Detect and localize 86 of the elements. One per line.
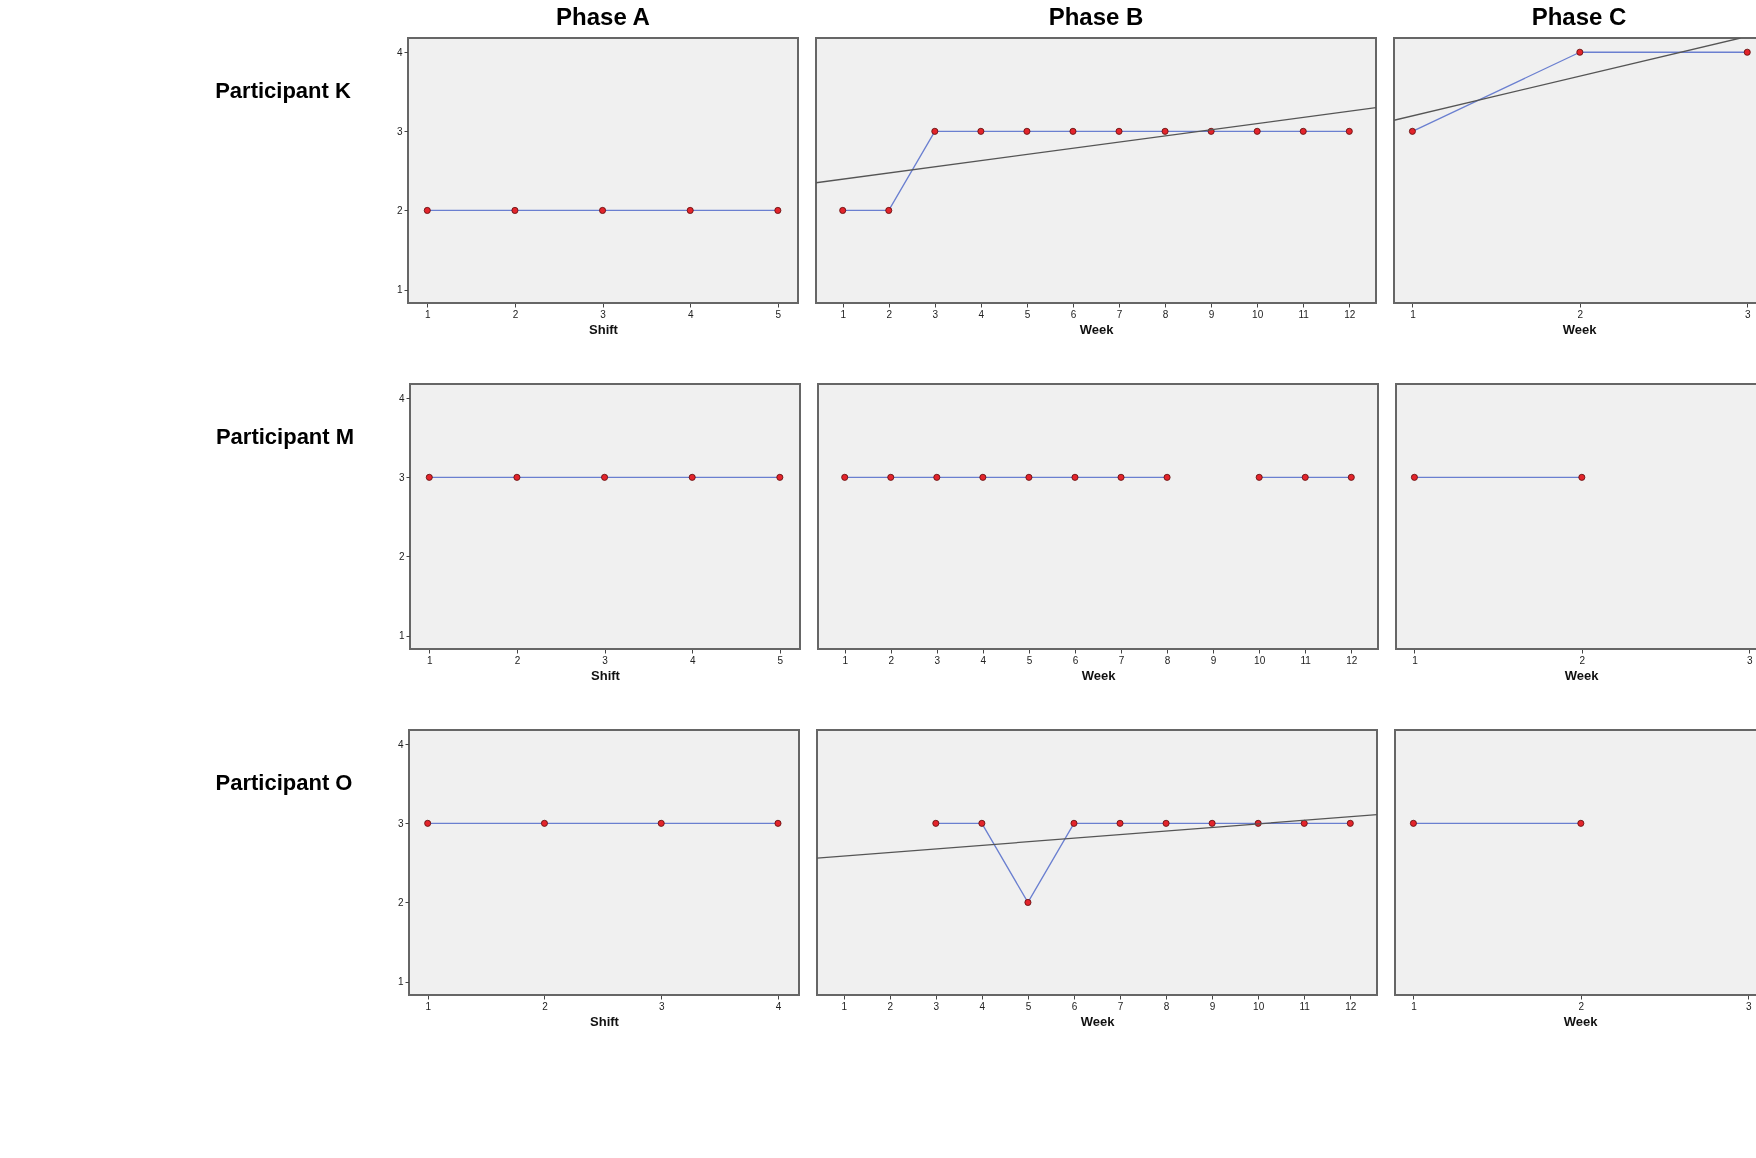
x-tick-label: 12 (1346, 654, 1358, 666)
x-tick-label: 4 (978, 308, 985, 320)
y-tick-label: 4 (396, 46, 403, 58)
x-tick-label: 1 (425, 1000, 432, 1012)
x-tick-label: 8 (1164, 654, 1171, 666)
x-tick-label: 1 (842, 654, 849, 666)
x-axis-title: Week (1079, 321, 1115, 337)
x-tick-label: 3 (1745, 1000, 1752, 1012)
x-tick-label: 2 (887, 1000, 894, 1012)
x-tick-label: 1 (841, 1000, 848, 1012)
y-tick-label: 1 (396, 284, 403, 296)
x-tick-label: 6 (1070, 308, 1077, 320)
x-tick-label: 3 (658, 1000, 665, 1012)
x-tick-label: 1 (425, 308, 431, 320)
y-tick-label: 3 (397, 817, 404, 829)
x-tick-label: 4 (980, 654, 987, 666)
y-tick-label: 1 (397, 976, 404, 988)
x-tick-label: 7 (1116, 308, 1123, 320)
x-axis-title: Shift (591, 667, 621, 683)
x-tick-label: 3 (932, 308, 939, 320)
x-tick-label: 3 (934, 654, 941, 666)
y-tick-label: 2 (397, 896, 404, 908)
y-tick-label: 3 (398, 471, 405, 483)
x-axis-title: Week (1562, 321, 1598, 337)
x-tick-label: 4 (689, 654, 696, 666)
x-tick-label: 11 (1300, 654, 1312, 666)
x-tick-label: 5 (1024, 308, 1031, 320)
x-tick-label: 3 (933, 1000, 940, 1012)
x-tick-label: 3 (602, 654, 609, 666)
x-tick-label: 2 (512, 308, 519, 320)
x-tick-label: 12 (1344, 308, 1356, 320)
text: Participant K (215, 78, 351, 103)
x-axis-title: Shift (590, 1013, 620, 1029)
x-tick-label: 10 (1254, 654, 1266, 666)
x-tick-label: 2 (1577, 308, 1584, 320)
x-tick-label: 8 (1162, 308, 1169, 320)
x-tick-label: 1 (427, 654, 433, 666)
x-tick-label: 10 (1253, 1000, 1265, 1012)
x-tick-label: 1 (1412, 654, 1419, 666)
y-tick-label: 4 (398, 392, 405, 404)
x-tick-label: 12 (1345, 1000, 1357, 1012)
x-tick-label: 4 (687, 308, 694, 320)
x-tick-label: 2 (1579, 654, 1586, 666)
y-tick-label: 4 (397, 738, 404, 750)
x-tick-label: 7 (1118, 654, 1125, 666)
y-tick-label: 2 (396, 204, 403, 216)
y-tick-label: 2 (398, 550, 405, 562)
x-tick-label: 11 (1299, 1000, 1311, 1012)
chart-title: Phase B (1048, 3, 1144, 30)
x-axis-title: Week (1081, 667, 1117, 683)
y-tick-label: 3 (396, 125, 403, 137)
y-tick-label: 1 (398, 630, 405, 642)
x-tick-label: 9 (1210, 654, 1217, 666)
x-tick-label: 2 (1578, 1000, 1585, 1012)
x-tick-label: 3 (1744, 308, 1751, 320)
x-tick-label: 2 (514, 654, 521, 666)
x-tick-label: 5 (1026, 654, 1033, 666)
x-tick-label: 5 (777, 654, 784, 666)
x-tick-label: 2 (886, 308, 893, 320)
x-tick-label: 7 (1117, 1000, 1124, 1012)
x-tick-label: 6 (1071, 1000, 1078, 1012)
x-tick-label: 6 (1072, 654, 1079, 666)
x-tick-label: 8 (1163, 1000, 1170, 1012)
x-axis-title: Week (1080, 1013, 1116, 1029)
x-tick-label: 3 (600, 308, 607, 320)
text: Participant O (215, 770, 353, 795)
x-tick-label: 1 (1410, 308, 1417, 320)
x-tick-label: 2 (888, 654, 895, 666)
x-tick-label: 4 (775, 1000, 782, 1012)
x-tick-label: 1 (1411, 1000, 1418, 1012)
x-tick-label: 5 (775, 308, 782, 320)
chart-title: Phase C (1531, 3, 1627, 30)
x-tick-label: 5 (1025, 1000, 1032, 1012)
chart-title: Phase A (556, 3, 650, 30)
x-axis-title: Week (1563, 1013, 1599, 1029)
x-axis-title: Week (1564, 667, 1600, 683)
x-axis-title: Shift (589, 321, 619, 337)
x-tick-label: 2 (542, 1000, 549, 1012)
x-tick-label: 9 (1208, 308, 1215, 320)
x-tick-label: 1 (840, 308, 847, 320)
x-tick-label: 4 (979, 1000, 986, 1012)
text: Participant M (215, 424, 355, 449)
x-tick-label: 11 (1298, 308, 1310, 320)
x-tick-label: 9 (1209, 1000, 1216, 1012)
x-tick-label: 10 (1252, 308, 1264, 320)
x-tick-label: 3 (1746, 654, 1753, 666)
